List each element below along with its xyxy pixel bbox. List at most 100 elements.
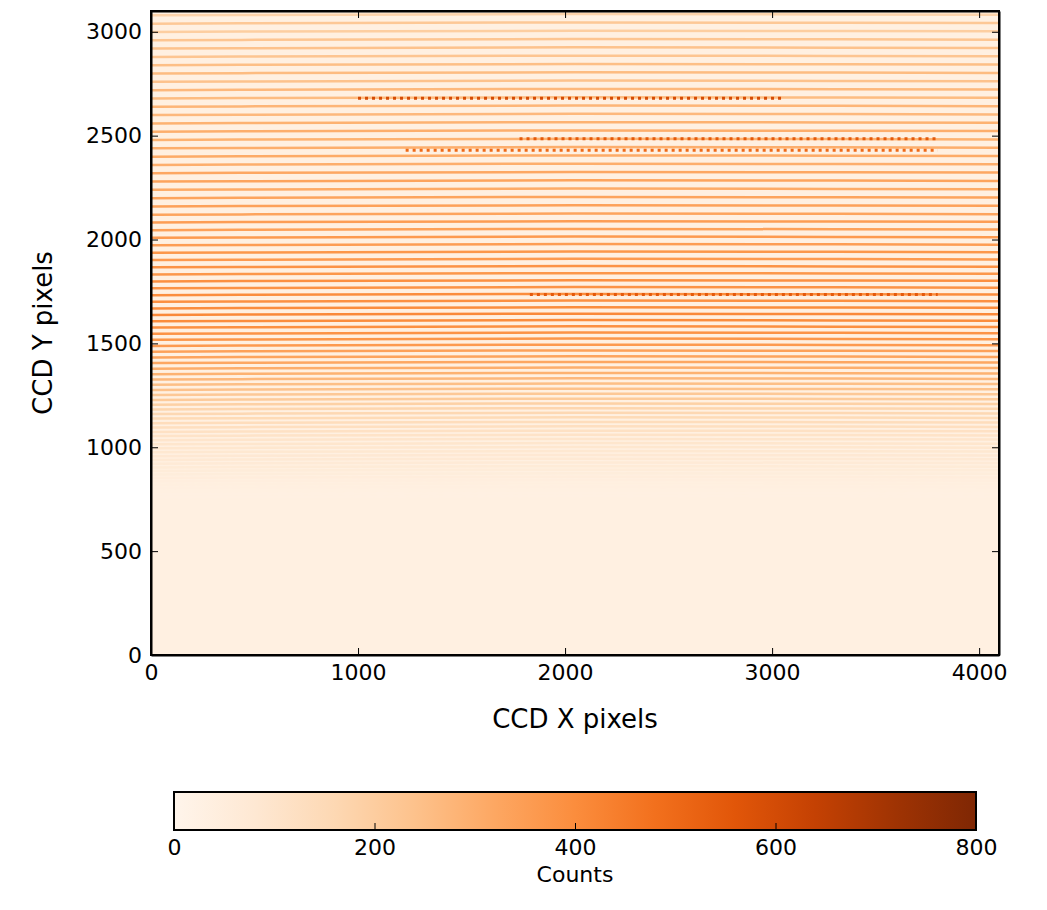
background (151, 11, 999, 655)
order-trace (151, 417, 999, 418)
axis-line (151, 12, 153, 656)
tick-label: 3000 (86, 19, 142, 44)
tick-mark (992, 447, 999, 448)
order-trace (151, 280, 999, 281)
tick (992, 343, 999, 344)
order-trace (151, 244, 999, 245)
axis-line (152, 655, 1000, 657)
tick-mark (992, 551, 999, 552)
tick-label: 1500 (86, 331, 142, 356)
tick (772, 11, 773, 18)
order-trace (151, 155, 999, 156)
order-trace (151, 301, 999, 302)
tick-mark (565, 11, 566, 18)
tick-label: 2000 (538, 660, 594, 685)
tick (358, 11, 359, 18)
order-trace (151, 473, 999, 474)
tick-label: 500 (100, 539, 142, 564)
order-trace (151, 459, 999, 460)
axis-x: 01000200030004000 (145, 648, 1008, 685)
order-trace (151, 383, 999, 384)
order-trace (151, 106, 999, 107)
tick-mark (979, 648, 980, 655)
tick (992, 551, 999, 552)
order-trace (151, 189, 999, 190)
tick-mark (992, 32, 999, 33)
axis-line (999, 12, 1001, 656)
order-trace (151, 64, 999, 65)
order-trace (151, 326, 999, 327)
order-trace (151, 287, 999, 288)
axis-line (152, 11, 1000, 13)
tick: 2000 (538, 648, 594, 685)
order-trace (151, 89, 999, 90)
order-trace (151, 180, 999, 181)
order-trace (151, 259, 999, 260)
tick-mark (776, 823, 777, 830)
order-trace (151, 72, 999, 73)
order-trace (151, 164, 999, 165)
axis-y (992, 12, 1000, 656)
order-trace (151, 147, 999, 148)
tick-label: 4000 (952, 660, 1008, 685)
order-trace (151, 266, 999, 267)
order-trace (151, 130, 999, 131)
order-trace (151, 273, 999, 274)
emission-feature (358, 97, 782, 100)
tick-mark (358, 648, 359, 655)
tick-mark (992, 655, 999, 656)
tick-mark (375, 823, 376, 830)
tick-mark (565, 648, 566, 655)
tick-mark (174, 823, 175, 830)
colorbar-axis: 0200400600800 (168, 823, 998, 860)
emission-feature (530, 293, 938, 296)
plot-frame (151, 11, 999, 655)
order-trace (151, 333, 999, 334)
order-trace (151, 422, 999, 423)
order-trace (151, 413, 999, 414)
tick-label: 600 (755, 835, 797, 860)
order-trace (151, 114, 999, 115)
order-trace (151, 237, 999, 238)
tick: 200 (354, 823, 396, 860)
order-trace (151, 470, 999, 471)
tick: 800 (956, 823, 998, 860)
order-trace (151, 31, 999, 32)
order-trace (151, 229, 999, 230)
order-trace (151, 496, 999, 497)
chart: 0100020003000400005001000150020002500300… (0, 0, 1047, 910)
order-trace (151, 462, 999, 463)
tick: 3000 (86, 19, 158, 44)
order-trace (151, 139, 999, 140)
order-trace (151, 455, 999, 456)
order-trace (151, 435, 999, 436)
order-trace (151, 122, 999, 123)
tick: 600 (755, 823, 797, 860)
tick-label: 800 (956, 835, 998, 860)
tick-label: 0 (168, 835, 182, 860)
order-trace (151, 362, 999, 363)
tick: 0 (128, 643, 158, 668)
order-trace (151, 443, 999, 444)
tick: 1500 (86, 331, 158, 356)
tick (992, 655, 999, 656)
tick-mark (358, 11, 359, 18)
emission-feature (406, 149, 938, 152)
tick (992, 240, 999, 241)
order-trace (151, 378, 999, 379)
order-trace (151, 294, 999, 295)
tick-label: 3000 (745, 660, 801, 685)
order-trace (151, 314, 999, 315)
order-trace (151, 172, 999, 173)
order-trace (151, 22, 999, 23)
order-trace (151, 252, 999, 253)
order-trace (151, 39, 999, 40)
order-trace (151, 431, 999, 432)
order-trace (151, 490, 999, 491)
tick-label: 1000 (86, 435, 142, 460)
tick: 1000 (86, 435, 158, 460)
tick-label: 2000 (86, 227, 142, 252)
x-axis-title: CCD X pixels (492, 704, 658, 734)
order-trace (151, 214, 999, 215)
order-trace (151, 197, 999, 198)
